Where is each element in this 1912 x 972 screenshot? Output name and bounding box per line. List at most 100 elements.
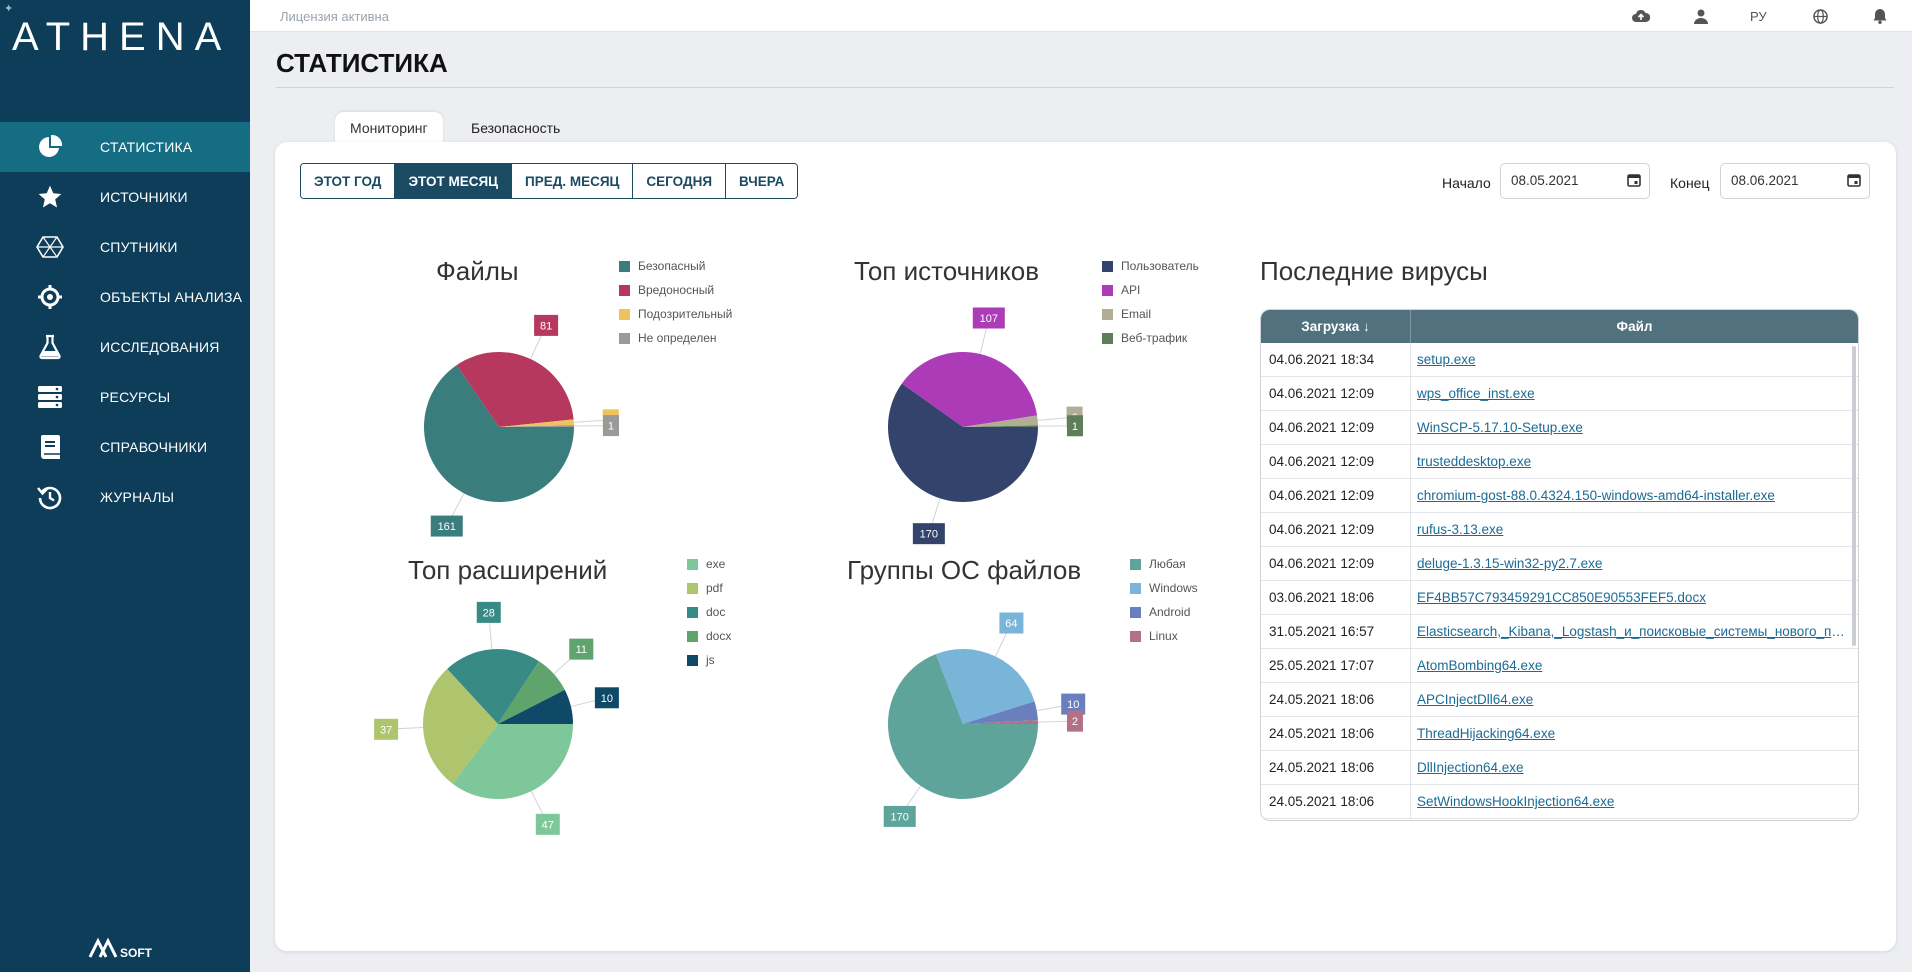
statistics-card: ЭТОТ ГОД ЭТОТ МЕСЯЦ ПРЕД. МЕСЯЦ СЕГОДНЯ … [275, 142, 1896, 951]
file-link[interactable]: Elasticsearch,_Kibana,_Logstash_и_поиско… [1417, 624, 1858, 639]
legend-label: Не определен [638, 331, 717, 345]
cloud-upload-icon[interactable] [1630, 6, 1652, 26]
file-link[interactable]: rufus-3.13.exe [1417, 522, 1504, 537]
pie-slice[interactable] [887, 383, 1038, 503]
pie-slice[interactable] [447, 649, 540, 724]
file-link[interactable]: wps_office_inst.exe [1417, 386, 1535, 401]
data-label: 11 [576, 644, 587, 656]
bell-icon[interactable] [1869, 6, 1891, 26]
athena-logo[interactable]: ATHENA [12, 14, 240, 54]
tab-security[interactable]: Безопасность [471, 120, 561, 136]
legend-item[interactable]: pdf [687, 576, 731, 600]
period-prev-month-button[interactable]: ПРЕД. МЕСЯЦ [512, 164, 634, 198]
pie-slice[interactable] [935, 649, 1035, 724]
column-file[interactable]: Файл [1616, 319, 1653, 334]
file-link[interactable]: SetWindowsHookInjection64.exe [1417, 794, 1615, 809]
upload-date: 24.05.2021 18:06 [1261, 751, 1411, 784]
upload-date: 31.05.2021 16:57 [1261, 615, 1411, 648]
pie-slice[interactable] [963, 425, 1038, 427]
legend-item[interactable]: Пользователь [1102, 254, 1199, 278]
sidebar-item-3[interactable]: ОБЪЕКТЫ АНАЛИЗА [0, 272, 250, 322]
legend-swatch [687, 582, 698, 594]
pie-slice[interactable] [901, 351, 1038, 427]
file-link[interactable]: APCInjectDll64.exe [1417, 692, 1534, 707]
period-this-month-button[interactable]: ЭТОТ МЕСЯЦ [395, 164, 513, 198]
sidebar-item-label: ИСТОЧНИКИ [100, 189, 188, 205]
data-label-box [476, 601, 501, 623]
legend-item[interactable]: Windows [1130, 576, 1198, 600]
language-switch[interactable]: РУ [1750, 9, 1767, 24]
pie-slice[interactable] [452, 724, 573, 800]
legend-item[interactable]: Любая [1130, 552, 1198, 576]
file-link[interactable]: chromium-gost-88.0.4324.150-windows-amd6… [1417, 488, 1775, 503]
period-yesterday-button[interactable]: ВЧЕРА [726, 164, 798, 198]
pin-icon[interactable]: ✦ [4, 3, 14, 15]
file-link[interactable]: trusteddesktop.exe [1417, 454, 1532, 469]
data-label-box [594, 687, 619, 709]
pie-slice[interactable] [499, 419, 574, 427]
pie-slice[interactable] [888, 654, 1038, 800]
user-icon[interactable] [1690, 6, 1712, 26]
column-upload[interactable]: Загрузка ↓ [1261, 310, 1411, 343]
sidebar-item-5[interactable]: РЕСУРСЫ [0, 372, 250, 422]
pie-slice[interactable] [499, 425, 574, 427]
legend-item[interactable]: Безопасный [619, 254, 732, 278]
crosshair-icon [0, 284, 100, 310]
sidebar-item-0[interactable]: СТАТИСТИКА [0, 122, 250, 172]
pie-slice[interactable] [456, 352, 574, 427]
chart-legend: Безопасный Вредоносный Подозрительный Не оп… [619, 254, 732, 350]
legend-item[interactable]: docx [687, 624, 731, 648]
file-link[interactable]: DllInjection64.exe [1417, 760, 1524, 775]
legend-item[interactable]: Email [1102, 302, 1199, 326]
legend-item[interactable]: Подозрительный [619, 302, 732, 326]
file-link[interactable]: WinSCP-5.17.10-Setup.exe [1417, 420, 1583, 435]
calendar-icon[interactable] [1847, 173, 1861, 187]
pie-slice[interactable] [498, 689, 573, 724]
legend-item[interactable]: Вредоносный [619, 278, 732, 302]
table-scrollbar[interactable] [1852, 346, 1856, 646]
file-link[interactable]: AtomBombing64.exe [1417, 658, 1543, 673]
sidebar-item-1[interactable]: ИСТОЧНИКИ [0, 172, 250, 222]
pie-slice[interactable] [963, 701, 1038, 724]
table-row: 24.05.2021 18:06 ThreadHijacking64.exe [1261, 717, 1858, 751]
sidebar-item-6[interactable]: СПРАВОЧНИКИ [0, 422, 250, 472]
legend-item[interactable]: doc [687, 600, 731, 624]
file-link[interactable]: setup.exe [1417, 352, 1476, 367]
upload-date: 03.06.2021 18:06 [1261, 581, 1411, 614]
legend-item[interactable]: Не определен [619, 326, 732, 350]
legend-swatch [687, 606, 698, 618]
period-this-year-button[interactable]: ЭТОТ ГОД [301, 164, 396, 198]
sidebar-item-7[interactable]: ЖУРНАЛЫ [0, 472, 250, 522]
start-date-input[interactable]: 08.05.2021 [1500, 163, 1650, 199]
sidebar-nav: СТАТИСТИКА ИСТОЧНИКИ СПУТНИКИ ОБЪЕКТЫ АНАЛИ… [0, 122, 250, 522]
pie-slice[interactable] [423, 668, 498, 784]
file-link[interactable]: deluge-1.3.15-win32-py2.7.exe [1417, 556, 1603, 571]
globe-icon[interactable] [1809, 6, 1831, 26]
table-row: 04.06.2021 12:09 wps_office_inst.exe [1261, 377, 1858, 411]
legend-swatch [1102, 260, 1113, 272]
pie-slice[interactable] [498, 661, 565, 724]
period-today-button[interactable]: СЕГОДНЯ [633, 164, 727, 198]
table-header: Загрузка ↓ Файл [1261, 310, 1858, 343]
legend-item[interactable]: API [1102, 278, 1199, 302]
end-date-label: Конец [1670, 175, 1710, 191]
pie-slice[interactable] [424, 365, 574, 503]
sidebar-item-4[interactable]: ИССЛЕДОВАНИЯ [0, 322, 250, 372]
legend-swatch [619, 308, 630, 320]
legend-item[interactable]: js [687, 648, 731, 672]
file-link[interactable]: ThreadHijacking64.exe [1417, 726, 1556, 741]
legend-item[interactable]: Linux [1130, 624, 1198, 648]
pie-slice[interactable] [963, 720, 1038, 724]
legend-swatch [687, 558, 698, 570]
chart-legend: exe pdf doc docx js [687, 552, 731, 672]
legend-item[interactable]: Веб-трафик [1102, 326, 1199, 350]
legend-item[interactable]: exe [687, 552, 731, 576]
tab-monitoring[interactable]: Мониторинг [335, 112, 443, 142]
end-date-input[interactable]: 08.06.2021 [1720, 163, 1870, 199]
pie-slice[interactable] [963, 415, 1038, 427]
table-row: 24.05.2021 18:06 SetWindowsHookInjection6… [1261, 785, 1858, 819]
legend-item[interactable]: Android [1130, 600, 1198, 624]
file-link[interactable]: EF4BB57C793459291CC850E90553FEF5.docx [1417, 590, 1706, 605]
sidebar-item-2[interactable]: СПУТНИКИ [0, 222, 250, 272]
calendar-icon[interactable] [1627, 173, 1641, 187]
